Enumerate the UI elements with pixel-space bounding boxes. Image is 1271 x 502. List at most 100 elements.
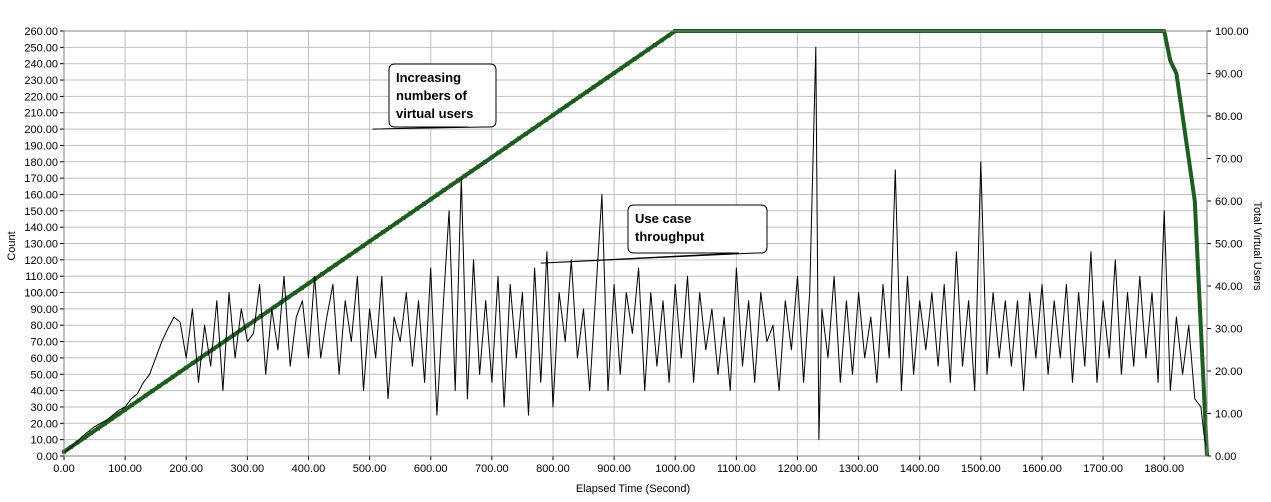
series-marker-virtual-users — [483, 159, 488, 164]
y-tick-label: 30.00 — [30, 402, 58, 414]
y-tick-label: 190.00 — [24, 140, 58, 152]
x-tick-label: 1000.00 — [655, 463, 695, 475]
series-marker-virtual-users — [476, 164, 481, 169]
y-tick-label: 50.00 — [30, 369, 58, 381]
y2-tick-label: 60.00 — [1215, 196, 1243, 208]
series-marker-virtual-users — [150, 388, 155, 393]
series-marker-virtual-users — [455, 178, 460, 183]
y-tick-label: 210.00 — [24, 108, 58, 120]
y2-tick-label: 0.00 — [1215, 451, 1236, 463]
series-marker-virtual-users — [95, 426, 100, 431]
series-marker-virtual-users — [252, 318, 257, 323]
series-marker-virtual-users — [632, 57, 637, 62]
series-marker-virtual-users — [136, 398, 141, 403]
x-tick-label: 1400.00 — [900, 463, 940, 475]
series-line-throughput — [63, 46, 1208, 454]
y-tick-label: 140.00 — [24, 222, 58, 234]
series-marker-virtual-users — [625, 61, 630, 66]
y-tick-label: 220.00 — [24, 91, 58, 103]
y-tick-label: 240.00 — [24, 59, 58, 71]
series-marker-virtual-users — [177, 370, 182, 375]
y2-tick-label: 100.00 — [1215, 26, 1249, 38]
x-tick-label: 1700.00 — [1083, 463, 1123, 475]
plot-frame — [63, 30, 1208, 457]
y-tick-label: 130.00 — [24, 239, 58, 251]
y-tick-label: 250.00 — [24, 42, 58, 54]
series-marker-virtual-users — [652, 43, 657, 48]
axis-layer: 0.00 100.00 200.00 300.00 400.00 500.00 600.00… — [24, 26, 1248, 475]
series-marker-virtual-users — [578, 94, 583, 99]
callout-text: virtual users — [396, 106, 473, 121]
y-tick-label: 170.00 — [24, 173, 58, 185]
callout-text: Increasing — [396, 70, 461, 85]
series-marker-virtual-users — [292, 290, 297, 295]
series-marker-virtual-users — [75, 440, 80, 445]
y-tick-label: 200.00 — [24, 124, 58, 136]
series-marker-virtual-users — [537, 122, 542, 127]
y2-tick-label: 10.00 — [1215, 409, 1243, 421]
series-marker-virtual-users — [123, 407, 128, 412]
series-marker-virtual-users — [421, 201, 426, 206]
y-tick-label: 90.00 — [30, 304, 58, 316]
y2-tick-label: 40.00 — [1215, 281, 1243, 293]
series-marker-virtual-users — [82, 435, 87, 440]
callout-layer: Increasing numbers of virtual users Use cas… — [372, 63, 768, 264]
y-tick-label: 40.00 — [30, 386, 58, 398]
y-tick-label: 260.00 — [24, 26, 58, 38]
series-marker-virtual-users — [129, 403, 134, 407]
series-marker-virtual-users — [469, 169, 474, 174]
x-tick-label: 300.00 — [231, 463, 265, 475]
series-marker-virtual-users — [517, 136, 522, 141]
y-tick-label: 80.00 — [30, 320, 58, 332]
series-marker-virtual-users — [89, 431, 94, 436]
y-tick-label: 0.00 — [37, 451, 58, 463]
x-tick-label: 400.00 — [292, 463, 326, 475]
x-tick-label: 1200.00 — [778, 463, 818, 475]
series-marker-virtual-users — [530, 127, 535, 132]
x-tick-label: 700.00 — [475, 463, 509, 475]
y-tick-label: 230.00 — [24, 75, 58, 87]
callout-bubble — [372, 63, 497, 130]
y-tick-label: 10.00 — [30, 435, 58, 447]
series-marker-virtual-users — [496, 150, 501, 155]
series-marker-virtual-users — [381, 230, 386, 235]
series-marker-virtual-users — [231, 332, 236, 337]
series-marker-virtual-users — [394, 220, 399, 225]
series-marker-virtual-users — [258, 314, 263, 319]
series-marker-virtual-users — [374, 234, 379, 239]
series-marker-virtual-users — [245, 323, 250, 328]
series-marker-virtual-users — [340, 258, 345, 263]
y2-axis-title: Total Virtual Users — [1251, 201, 1263, 291]
series-marker-virtual-users — [544, 117, 549, 122]
series-marker-virtual-users — [184, 365, 189, 370]
series-marker-virtual-users — [449, 183, 454, 188]
series-marker-virtual-users — [170, 374, 175, 379]
series-marker-virtual-users — [286, 295, 291, 300]
series-marker-virtual-users — [326, 267, 331, 272]
x-tick-label: 1300.00 — [839, 463, 879, 475]
series-marker-virtual-users — [659, 38, 664, 43]
series-marker-virtual-users — [666, 33, 671, 38]
y-tick-label: 100.00 — [24, 288, 58, 300]
series-marker-virtual-users — [333, 262, 338, 267]
callout-text: numbers of — [396, 88, 467, 103]
series-marker-virtual-users — [157, 384, 162, 389]
series-marker-virtual-users — [489, 155, 494, 160]
series-marker-virtual-users — [272, 304, 277, 309]
y-tick-label: 160.00 — [24, 189, 58, 201]
series-marker-virtual-users — [646, 47, 651, 52]
x-tick-label: 900.00 — [597, 463, 631, 475]
series-marker-virtual-users — [591, 85, 596, 90]
x-tick-label: 1800.00 — [1144, 463, 1184, 475]
callout-text: throughput — [635, 229, 705, 244]
series-marker-virtual-users — [571, 99, 576, 104]
series-marker-virtual-users — [204, 351, 209, 356]
series-marker-virtual-users — [618, 66, 623, 71]
x-axis-title: Elapsed Time (Second) — [576, 483, 690, 495]
series-marker-virtual-users — [442, 187, 447, 192]
y2-tick-label: 90.00 — [1215, 69, 1243, 81]
series-marker-virtual-users — [462, 173, 467, 178]
y2-tick-label: 30.00 — [1215, 324, 1243, 336]
